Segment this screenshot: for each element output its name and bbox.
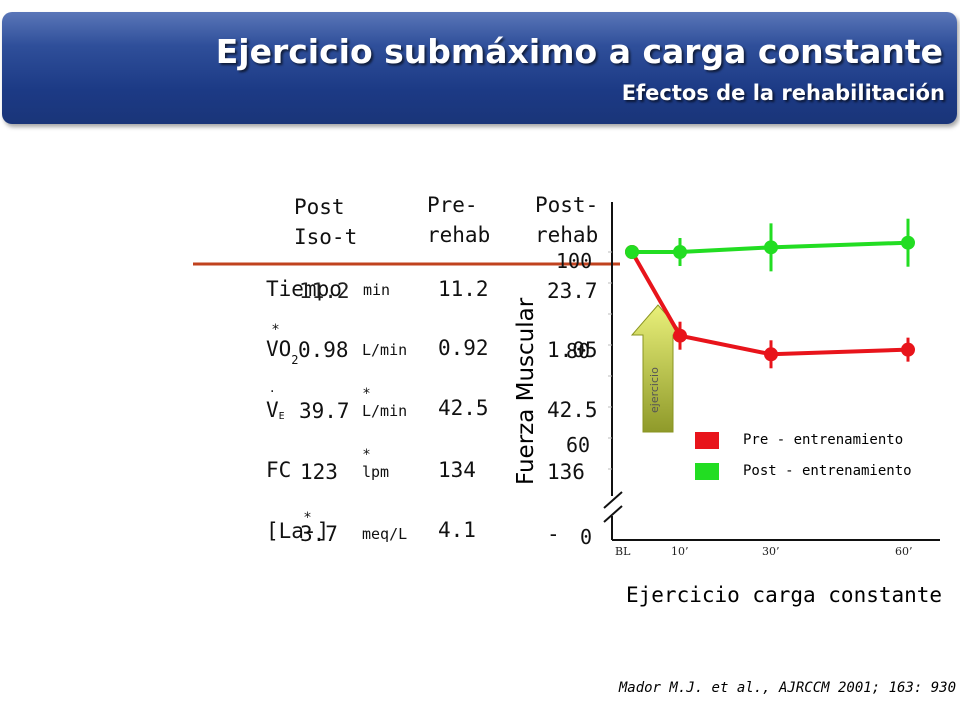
y-tick-marks [608, 251, 612, 470]
series-layer [625, 218, 915, 369]
value-pre-vo2: 0.92 [438, 336, 489, 360]
value-post-iso-tiempo: 11.2 [299, 279, 350, 303]
unit-ve: L/min [362, 402, 408, 420]
asterisk-ve: · [270, 384, 275, 400]
slide-title: Ejercicio submáximo a carga constante [215, 32, 943, 71]
value-pre-tiempo: 11.2 [438, 277, 489, 301]
row-label-ve: VE [266, 398, 285, 422]
value-post-tiempo: 23.7 [547, 279, 598, 303]
data-point-1-2 [764, 240, 778, 255]
value-post-iso-ve: 39.7 [299, 399, 350, 423]
legend-swatch-pre [695, 432, 719, 449]
value-post-vo2: 1.05 [547, 338, 598, 362]
title-banner: Ejercicio submáximo a carga constante Ef… [2, 12, 957, 124]
data-point-0-2 [764, 347, 778, 362]
unit-lactate: meq/L [362, 525, 408, 543]
row-label-vo2: VO2 [266, 337, 299, 367]
col-header-post-rehab: Post- rehab [535, 193, 599, 247]
asterisk-lactate: * [304, 510, 311, 526]
asterisk-vo2: * [272, 322, 279, 338]
unit-tiempo: min [363, 281, 391, 299]
y-tick-label-100: 100 [556, 249, 593, 273]
y-tick-label-80: 80 [566, 339, 591, 363]
series-line-0 [630, 251, 909, 357]
series-line-1 [632, 240, 909, 254]
value-pre-lactate: 4.1 [438, 518, 476, 542]
unit-vo2: L/min [362, 341, 408, 359]
x-tick-label-10: 10’ [671, 545, 689, 558]
legend-label-pre: Pre - entrenamiento [743, 432, 904, 448]
value-post-iso-fc: 123 [300, 460, 338, 484]
data-point-0-3 [901, 342, 915, 357]
slide-subtitle: Efectos de la rehabilitación [621, 81, 945, 105]
x-tick-label-60: 60’ [895, 545, 913, 558]
axis-break-2 [603, 505, 623, 523]
value-post-iso-vo2: 0.98 [298, 338, 349, 362]
unit-fc: lpm [362, 463, 390, 481]
x-axis-label: Ejercicio carga constante [626, 583, 943, 607]
y-tick-label-60: 60 [566, 433, 591, 457]
legend-swatch-post [695, 463, 719, 480]
row-label-tiempo: Tiempo [266, 277, 342, 301]
data-point-1-0 [625, 245, 639, 259]
value-post-lactate: - [547, 522, 560, 546]
x-tick-label-bl: BL [615, 545, 631, 558]
value-post-fc: 136 [547, 460, 585, 484]
data-point-1-3 [901, 235, 915, 250]
col-header-post-iso: Post Iso-t [294, 195, 358, 249]
exercise-arrow-label: ejercicio [648, 367, 661, 413]
data-point-1-1 [673, 245, 687, 259]
data-point-0-1 [673, 328, 687, 343]
x-tick-label-30: 30’ [762, 545, 780, 558]
col-header-pre-rehab: Pre- rehab [427, 193, 491, 247]
row-label-lactate: [La-] [266, 519, 330, 543]
citation: Mador M.J. et al., AJRCCM 2001; 163: 930 [618, 680, 956, 696]
axis-break-1 [603, 491, 623, 509]
asterisk-ve-unit: * [363, 386, 370, 402]
y-tick-label-0: 0 [580, 525, 593, 549]
value-pre-ve: 42.5 [438, 396, 489, 420]
y-axis-label: Fuerza Muscular [513, 297, 539, 485]
value-post-ve: 42.5 [547, 398, 598, 422]
value-post-iso-lactate: 3.7 [300, 522, 338, 546]
asterisk-fc: * [363, 447, 370, 463]
legend-label-post: Post - entrenamiento [743, 463, 912, 479]
row-label-fc: FC [266, 458, 292, 482]
value-pre-fc: 134 [438, 458, 476, 482]
